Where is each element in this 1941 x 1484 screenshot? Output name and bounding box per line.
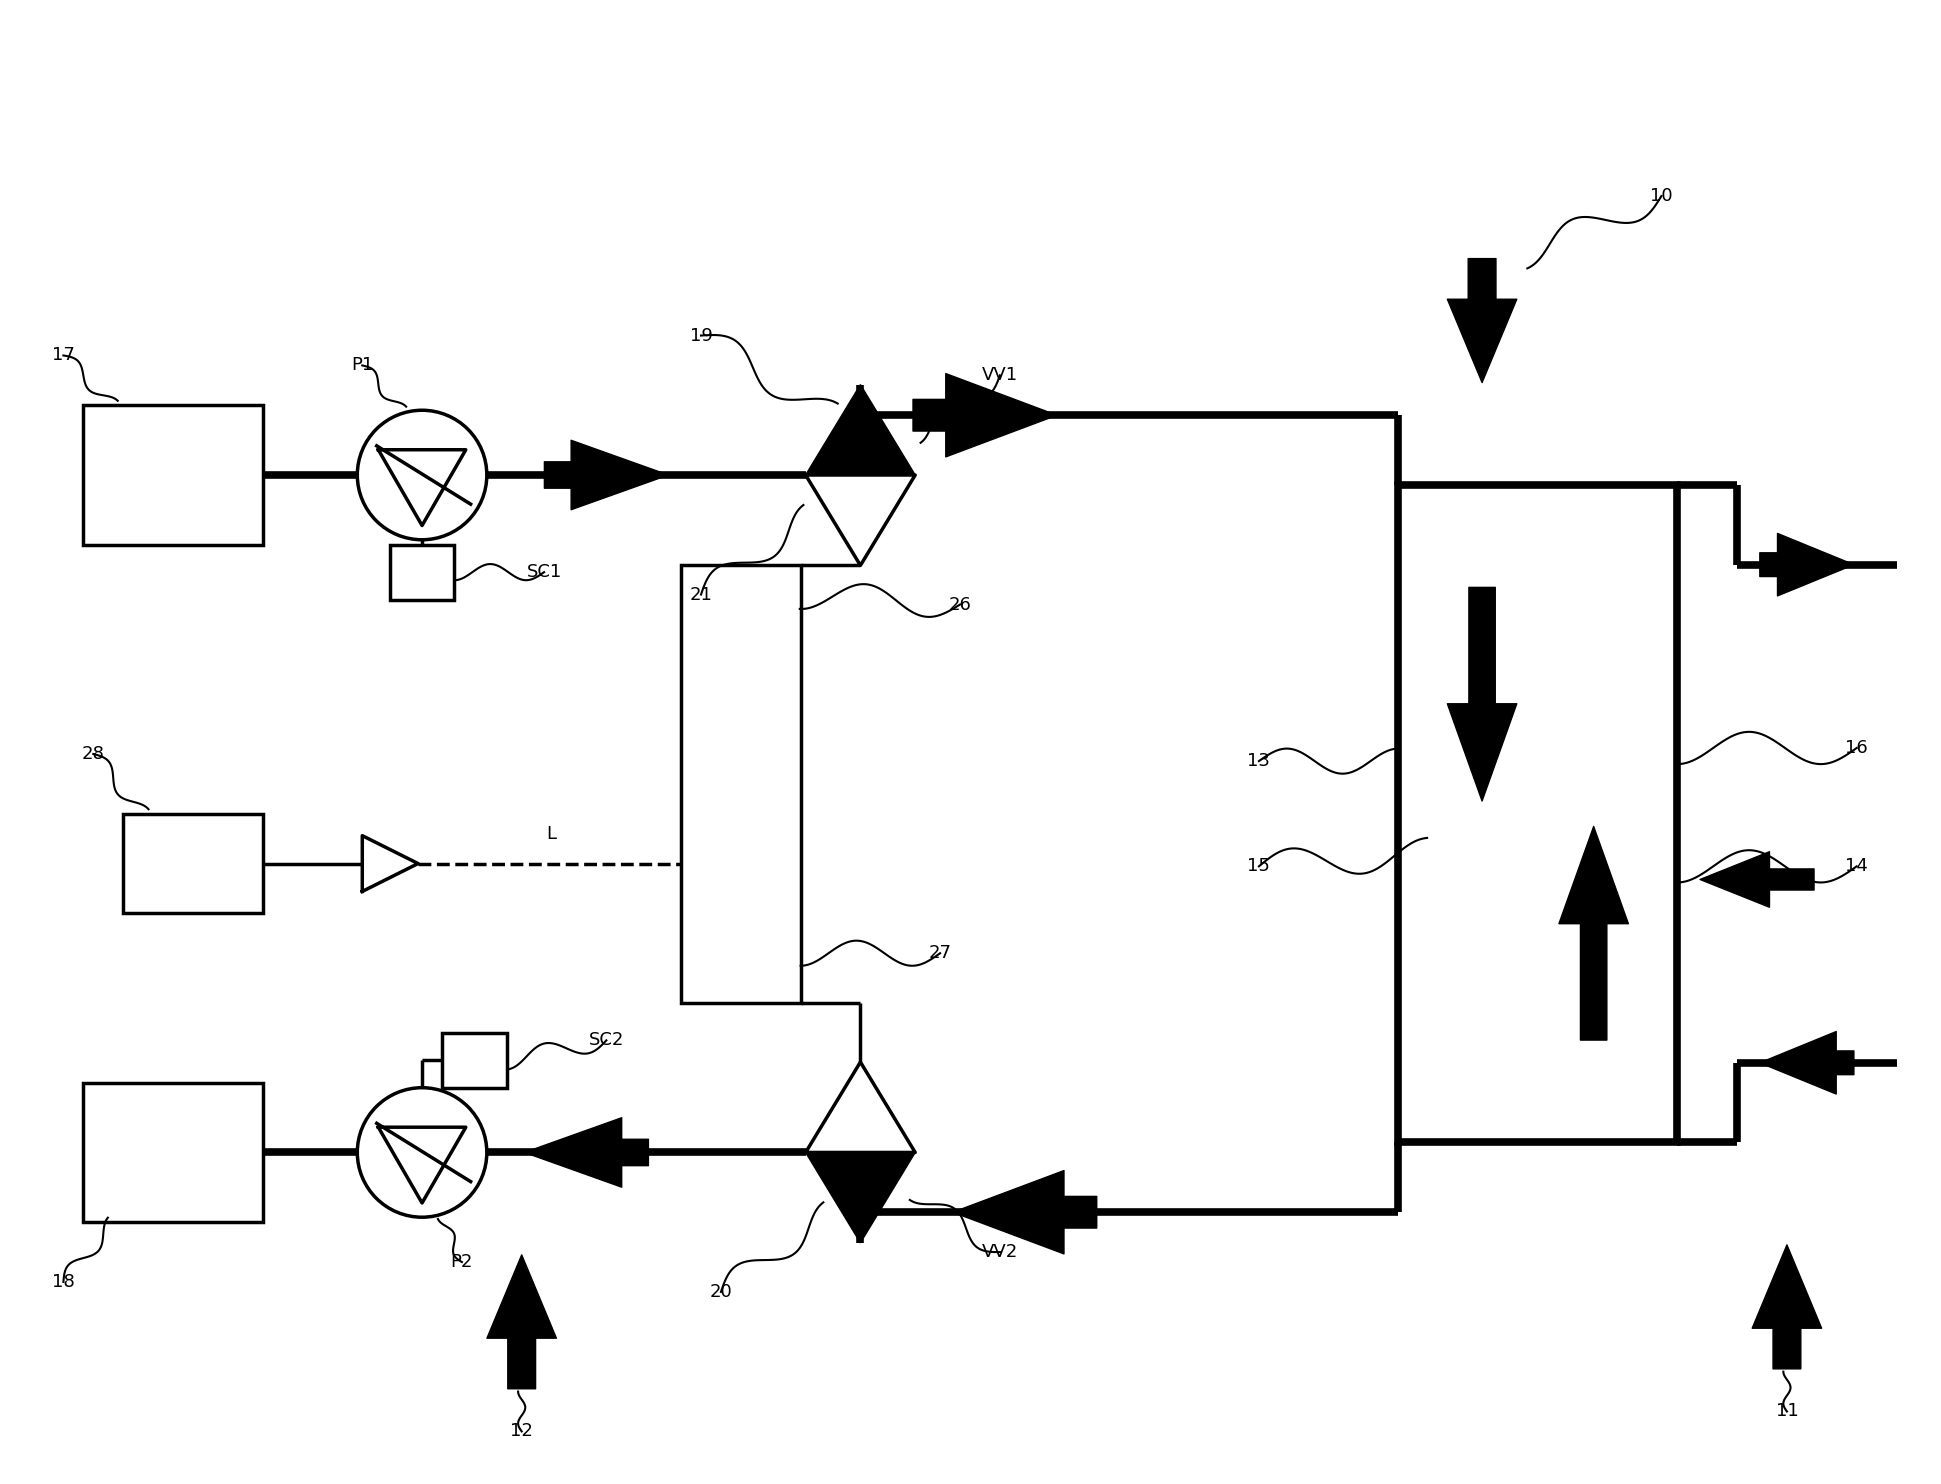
Text: 18: 18	[52, 1273, 76, 1291]
Text: 11: 11	[1776, 1402, 1797, 1420]
Text: SC1: SC1	[526, 562, 561, 582]
Polygon shape	[806, 1153, 916, 1244]
Text: SC2: SC2	[588, 1031, 625, 1049]
Text: VV2: VV2	[982, 1244, 1017, 1261]
Text: 12: 12	[510, 1422, 534, 1441]
Bar	[390, 545, 454, 600]
Bar	[681, 565, 800, 1003]
Text: L: L	[547, 825, 557, 843]
Text: 15: 15	[1248, 858, 1269, 876]
Text: P1: P1	[351, 356, 373, 374]
Text: 13: 13	[1248, 752, 1269, 770]
Text: 27: 27	[928, 944, 951, 962]
Text: VV1: VV1	[982, 367, 1017, 384]
Bar	[83, 405, 262, 545]
Polygon shape	[806, 384, 916, 475]
Text: 26: 26	[949, 595, 972, 613]
Bar	[443, 1033, 507, 1088]
Circle shape	[357, 410, 487, 540]
Text: 19: 19	[689, 326, 712, 344]
Bar	[1398, 485, 1677, 1143]
Text: 17: 17	[52, 346, 76, 365]
Text: P2: P2	[450, 1252, 474, 1270]
Text: 20: 20	[710, 1284, 732, 1301]
Text: 10: 10	[1650, 187, 1673, 205]
Text: 16: 16	[1846, 739, 1867, 757]
Bar	[122, 813, 262, 913]
Text: 21: 21	[689, 586, 712, 604]
Text: 28: 28	[82, 745, 105, 763]
Text: 14: 14	[1846, 858, 1867, 876]
Bar	[83, 1083, 262, 1223]
Circle shape	[357, 1088, 487, 1217]
